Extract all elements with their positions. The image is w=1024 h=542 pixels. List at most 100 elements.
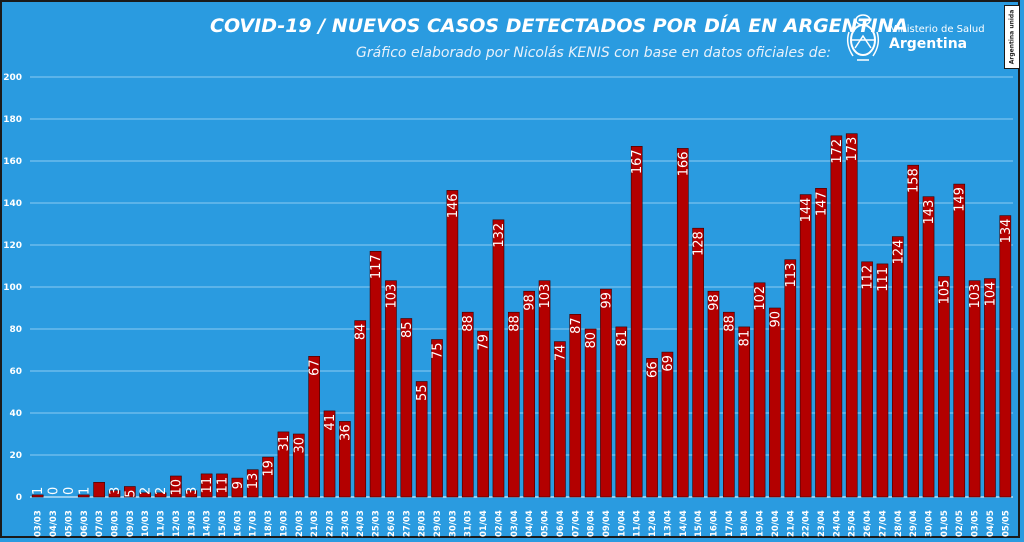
bar [907, 164, 919, 498]
x-tick-label: 23/04 [817, 510, 827, 537]
data-label: 67 [308, 359, 323, 376]
bar [431, 339, 443, 498]
x-tick-label: 17/03 [249, 510, 259, 537]
x-tick-label: 16/04 [709, 510, 719, 537]
x-tick-label: 08/04 [587, 510, 597, 537]
x-tick-label: 19/03 [279, 510, 289, 537]
x-tick-label: 01/05 [940, 510, 950, 537]
bar [200, 473, 213, 498]
data-label: 172 [830, 139, 845, 164]
bar [692, 227, 704, 498]
chart-subtitle: Gráfico elaborado por Nicolás KENIS con … [356, 45, 832, 61]
y-tick-label: 120 [3, 241, 22, 251]
bar [339, 421, 351, 498]
x-tick-label: 20/03 [295, 510, 305, 537]
data-label: 69 [661, 355, 676, 372]
bar [492, 219, 505, 498]
data-label: 55 [415, 385, 430, 402]
x-tick-label: 01/04 [479, 510, 489, 537]
bar [216, 473, 228, 498]
x-tick-label: 07/03 [95, 510, 105, 537]
y-tick-label: 20 [9, 451, 22, 461]
data-label: 80 [584, 332, 599, 349]
bar [584, 328, 597, 498]
logo-line1: Ministerio de Salud [889, 24, 985, 35]
x-tick-label: 05/05 [1001, 510, 1011, 537]
data-label: 104 [983, 282, 998, 307]
bar [323, 410, 336, 498]
data-label: 11 [200, 477, 215, 494]
data-label: 128 [692, 231, 707, 256]
bar [538, 280, 551, 498]
bar [600, 288, 612, 498]
x-tick-label: 27/04 [878, 510, 888, 537]
x-tick-label: 04/03 [49, 510, 59, 537]
logo-line2: Argentina [889, 36, 968, 52]
data-label: 117 [369, 254, 384, 279]
bar [815, 188, 827, 498]
argentina-unida-badge: Argentina unida [1004, 5, 1020, 69]
x-tick-label: 22/04 [802, 510, 812, 537]
data-label: 5 [123, 490, 138, 498]
x-tick-label: 14/04 [679, 510, 689, 537]
x-tick-label: 25/04 [848, 510, 858, 537]
bar [922, 196, 935, 498]
bar [676, 148, 689, 498]
data-label: 9 [231, 481, 246, 489]
data-label: 147 [815, 191, 830, 216]
data-label: 66 [646, 361, 661, 378]
y-tick-label: 140 [3, 199, 22, 209]
x-tick-label: 13/03 [187, 510, 197, 537]
y-tick-label: 0 [16, 493, 22, 503]
data-label: 173 [845, 137, 860, 162]
bar [139, 492, 152, 498]
data-label: 36 [338, 424, 353, 441]
x-tick-label: 18/03 [264, 510, 274, 537]
x-tick-label: 08/03 [110, 510, 120, 537]
x-tick-label: 30/04 [925, 510, 935, 537]
data-label: 0 [47, 487, 62, 495]
x-tick-label: 03/03 [34, 510, 44, 537]
data-label: 103 [538, 284, 553, 309]
bar [154, 492, 167, 498]
bar [415, 381, 428, 498]
data-label: 112 [861, 265, 876, 290]
bar [400, 318, 413, 498]
bar [308, 355, 320, 498]
bar [124, 486, 136, 498]
data-label: 10 [169, 479, 184, 496]
x-tick-label: 28/04 [894, 510, 904, 537]
data-label: 99 [599, 292, 614, 309]
bar [554, 341, 566, 498]
x-tick-label: 26/04 [863, 510, 873, 537]
x-tick-label: 21/04 [786, 510, 796, 537]
bar [108, 490, 121, 498]
chart-title: COVID-19 / NUEVOS CASOS DETECTADOS POR D… [210, 15, 909, 37]
x-tick-label: 10/04 [617, 510, 627, 537]
argentina-coat-of-arms-icon [846, 14, 880, 61]
data-label: 113 [784, 263, 799, 288]
data-label: 88 [461, 315, 476, 332]
data-label: 105 [937, 280, 952, 305]
x-tick-label: 02/04 [494, 510, 504, 537]
x-tick-label: 19/04 [756, 510, 766, 537]
data-label: 19 [262, 460, 277, 477]
x-tick-label: 18/04 [740, 510, 750, 537]
bar [830, 135, 843, 498]
x-tick-label: 13/04 [663, 510, 673, 537]
data-label: 2 [139, 487, 154, 495]
data-label: 85 [400, 322, 415, 339]
data-label: 81 [615, 330, 630, 347]
bar [446, 190, 459, 498]
ministerio-logo: Ministerio de Salud Argentina [843, 10, 985, 65]
x-tick-label: 02/05 [955, 510, 965, 537]
bar [77, 494, 90, 498]
data-label: 144 [799, 198, 814, 223]
bar [369, 251, 382, 498]
x-tick-label: 10/03 [141, 510, 151, 537]
x-tick-label: 04/04 [525, 510, 535, 537]
data-label: 1 [31, 487, 46, 495]
bar [292, 433, 305, 498]
bar [999, 215, 1012, 498]
